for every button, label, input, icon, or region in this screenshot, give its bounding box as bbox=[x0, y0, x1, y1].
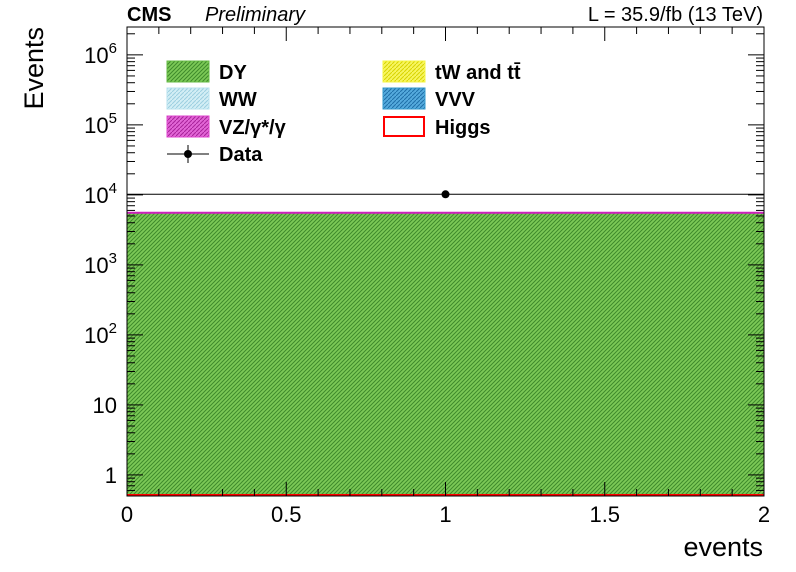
y-tick-label: 103 bbox=[84, 250, 117, 278]
x-tick-label: 0.5 bbox=[271, 502, 302, 527]
legend-swatch bbox=[382, 87, 426, 110]
legend-swatch-marker bbox=[184, 150, 192, 158]
y-axis-title: Events bbox=[19, 27, 49, 110]
x-tick-label: 1 bbox=[439, 502, 451, 527]
legend-swatch bbox=[382, 60, 426, 83]
legend: DY tW and tt̄ WW VVV VZ/γ*/γ Higgs Data bbox=[166, 60, 521, 166]
legend-label: Higgs bbox=[435, 117, 491, 139]
legend-item-ww: WW bbox=[166, 87, 257, 111]
lumi-label: L = 35.9/fb (13 TeV) bbox=[588, 4, 763, 26]
stack-layer bbox=[127, 211, 764, 496]
y-tick-label: 102 bbox=[84, 320, 117, 348]
legend-item-data: Data bbox=[167, 144, 263, 166]
y-axis: 1 10 102 103 104 105 106 bbox=[84, 33, 764, 497]
y-tick-label: 104 bbox=[84, 180, 117, 208]
legend-label: WW bbox=[219, 89, 257, 111]
legend-swatch bbox=[166, 115, 210, 138]
experiment-label: CMS bbox=[127, 4, 171, 26]
legend-label: tW and tt̄ bbox=[435, 62, 521, 84]
legend-swatch bbox=[383, 116, 425, 137]
legend-item-dy: DY bbox=[166, 60, 247, 84]
legend-swatch bbox=[166, 87, 210, 110]
y-tick-label: 1 bbox=[105, 463, 117, 488]
stack-bar-dy bbox=[127, 213, 764, 496]
legend-label: Data bbox=[219, 144, 263, 166]
legend-swatch bbox=[166, 60, 210, 83]
legend-item-tw-and-tt: tW and tt̄ bbox=[382, 60, 521, 84]
legend-label: DY bbox=[219, 62, 247, 84]
x-axis-title: events bbox=[683, 532, 763, 562]
legend-item-vz: VZ/γ*/γ bbox=[166, 115, 287, 139]
y-tick-label: 106 bbox=[84, 40, 117, 68]
legend-item-vvv: VVV bbox=[382, 87, 476, 111]
y-tick-label: 10 bbox=[93, 393, 117, 418]
legend-item-higgs: Higgs bbox=[383, 116, 491, 139]
legend-label: VZ/γ*/γ bbox=[219, 117, 287, 139]
data-layer bbox=[127, 190, 764, 199]
y-tick-label: 105 bbox=[84, 110, 117, 138]
legend-label: VVV bbox=[435, 89, 476, 111]
x-tick-label: 2 bbox=[758, 502, 770, 527]
x-tick-label: 1.5 bbox=[589, 502, 620, 527]
data-point bbox=[441, 190, 450, 199]
status-label: Preliminary bbox=[205, 4, 306, 26]
x-tick-label: 0 bbox=[121, 502, 133, 527]
x-axis: 0 0.5 1 1.5 2 bbox=[121, 27, 770, 527]
